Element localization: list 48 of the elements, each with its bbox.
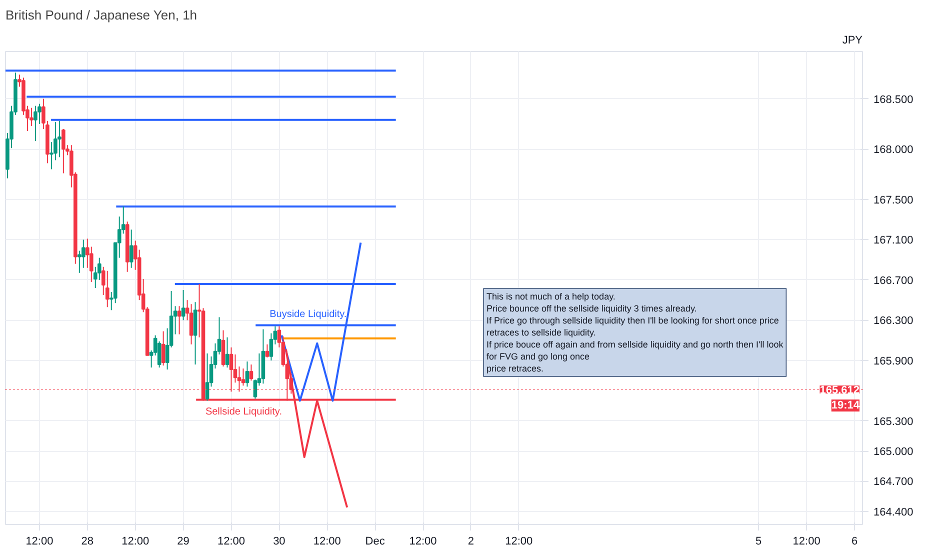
x-tick-label: 12:00: [409, 536, 437, 548]
y-tick-label: 165.900: [874, 355, 914, 368]
candlestick: [181, 290, 186, 321]
candlestick: [189, 304, 194, 345]
chart-title: British Pound / Japanese Yen, 1h: [6, 8, 198, 22]
y-tick-label: 167.500: [874, 194, 914, 206]
x-tick-label: 5: [756, 536, 762, 548]
candlestick: [241, 368, 246, 386]
candlestick: [78, 250, 82, 274]
candlestick: [34, 105, 38, 142]
x-tick-label: 12:00: [122, 536, 150, 548]
y-tick-label: 164.400: [874, 506, 914, 518]
x-tick-label: 12:00: [26, 536, 54, 548]
x-tick-label: Dec: [365, 536, 386, 548]
y-tick-label: 168.500: [874, 94, 914, 106]
y-tick-label: 167.100: [874, 234, 914, 247]
x-tick-label: 12:00: [792, 536, 820, 548]
candlestick: [129, 229, 134, 268]
candlestick: [105, 270, 110, 308]
y-axis-title: JPY: [842, 34, 864, 46]
annotation: Sellside Liquidity.: [205, 406, 282, 418]
x-tick-label: 28: [81, 536, 94, 548]
y-tick-label: 165.000: [874, 446, 914, 458]
x-tick-label: 2: [468, 536, 474, 548]
candlestick: [265, 344, 270, 358]
x-tick-label: 12:00: [217, 536, 246, 548]
annotation: Buyside Liquidity.: [270, 309, 347, 320]
ref-line-label: 165.612: [820, 384, 860, 396]
x-tick-label: 30: [273, 536, 286, 548]
y-tick-label: 166.300: [874, 315, 914, 328]
y-tick-label: 166.700: [874, 274, 914, 287]
annotation: 19:14: [831, 399, 860, 412]
candlestick: [58, 120, 62, 158]
annotation: This is not much of a help today. Price bounce off the sellside liquidity 3 times already. If Price go through sellside liquidity then I'll be looking for short once price retraces to sellside liquidity. If price bouce off again and from sellside liquidity and go north then I'll look for FVG and go long once price retraces.: [486, 292, 784, 374]
candlestick: [225, 336, 230, 368]
candlestick: [245, 360, 250, 388]
candlestick: [161, 330, 166, 366]
x-tick-label: 12:00: [505, 536, 533, 548]
candlestick: [205, 352, 210, 402]
y-tick-label: 168.000: [874, 144, 914, 156]
x-tick-label: 12:00: [313, 536, 341, 548]
candlestick: [249, 364, 254, 382]
x-tick-label: 29: [177, 536, 190, 548]
y-tick-label: 165.300: [874, 416, 914, 428]
candlestick: [177, 306, 182, 335]
y-tick-label: 164.700: [874, 476, 914, 488]
x-tick-label: 6: [851, 536, 858, 548]
candlestick: [62, 128, 66, 174]
